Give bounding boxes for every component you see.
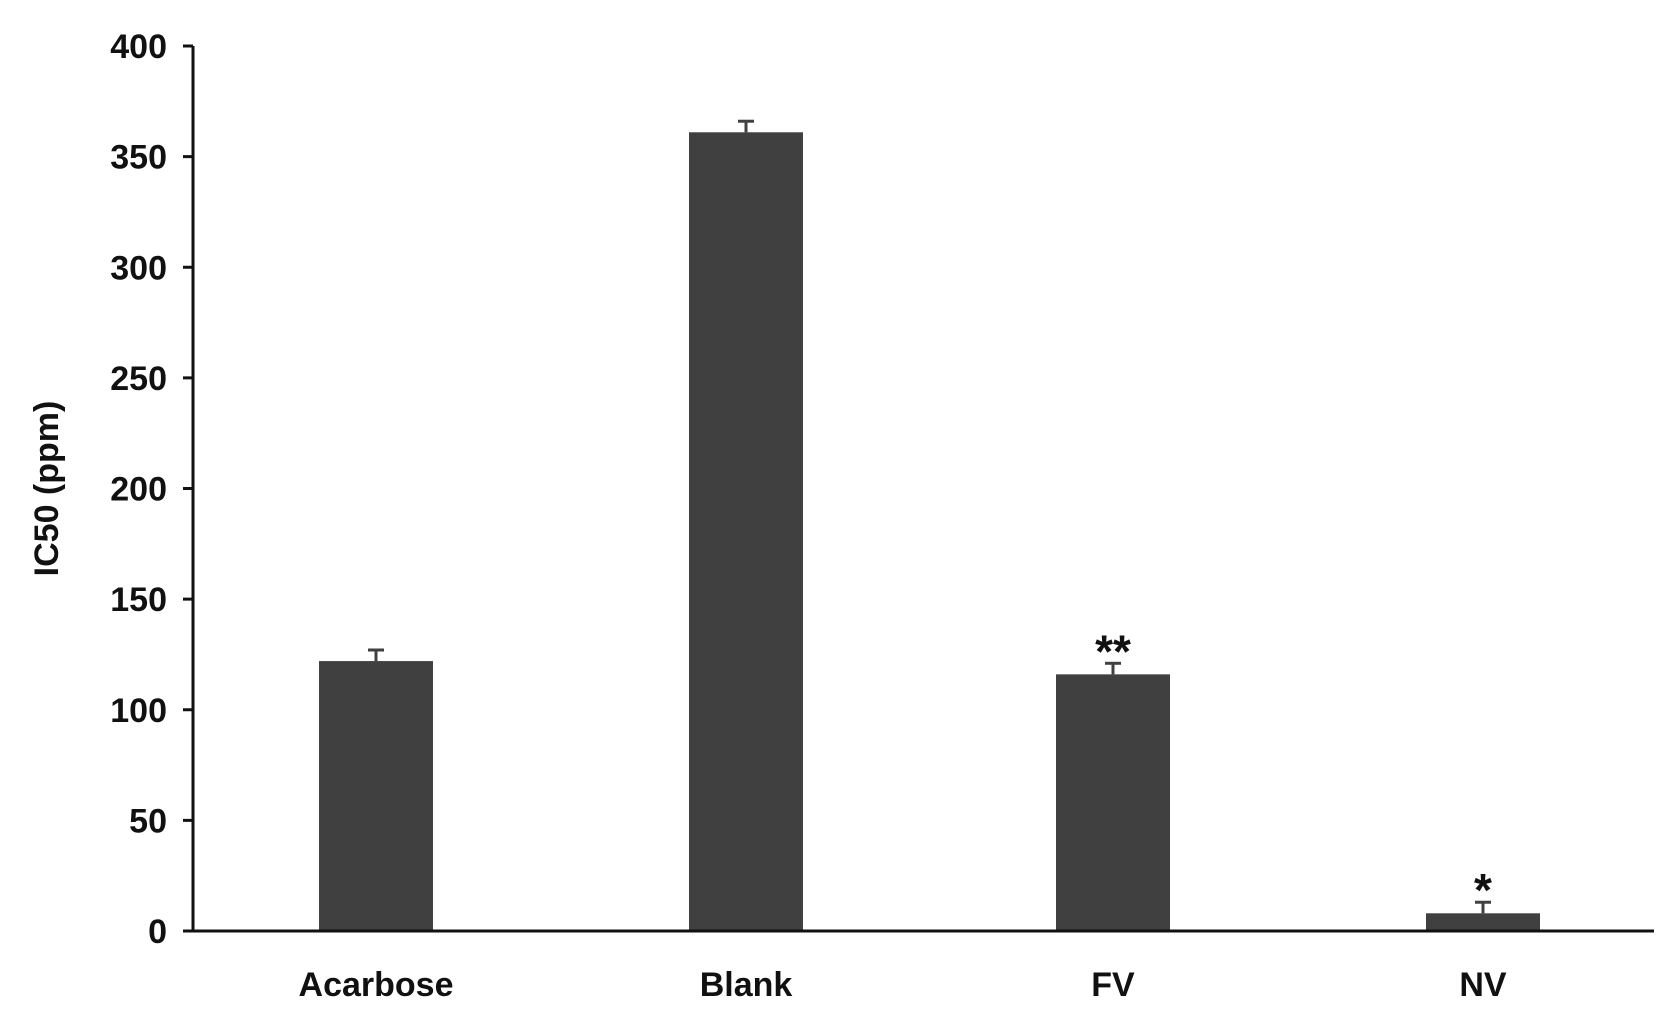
x-category-label: Acarbose [299,966,454,1004]
y-tick-label: 400 [110,28,167,66]
bar-nv [1426,913,1540,931]
x-axis-labels: Acarbose Blank FV NV [299,966,1507,1004]
y-tick-label: 200 [110,471,167,509]
x-category-label: FV [1091,966,1135,1004]
y-tick-label: 300 [110,249,167,287]
bar-fv [1056,674,1170,931]
y-tick-label: 50 [129,802,167,840]
significance-marker-nv: * [1474,864,1492,916]
y-tick-label: 0 [148,913,167,951]
y-tick-label: 250 [110,360,167,398]
bars: *** [319,119,1540,932]
x-category-label: NV [1459,966,1507,1004]
y-tick-label: 150 [110,581,167,619]
significance-marker-fv: ** [1095,625,1131,677]
y-tick-label: 100 [110,692,167,730]
y-tick-label: 350 [110,139,167,177]
y-axis-title: IC50 (ppm) [28,401,66,577]
x-category-label: Blank [700,966,793,1004]
y-axis-ticks: 0 50 100 150 200 250 300 350 400 [110,28,193,951]
bar-acarbose [319,661,433,931]
bar-blank [689,132,803,932]
